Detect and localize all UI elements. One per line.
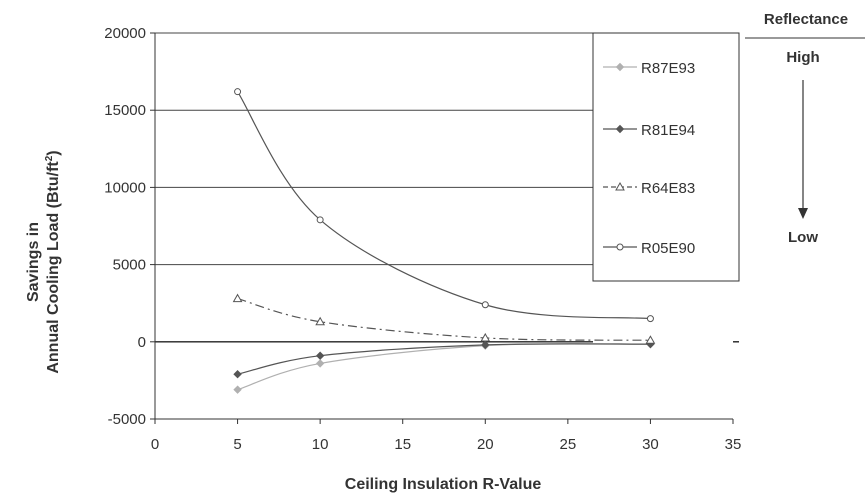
x-tick-label: 20 [477, 436, 494, 453]
y-tick-label: 10000 [104, 179, 146, 196]
legend: R87E93 R81E94 R64E83 R05E90 [592, 32, 740, 282]
data-point [234, 88, 242, 96]
x-tick-label: 10 [312, 436, 329, 453]
legend-label: R05E90 [641, 240, 695, 257]
y-axis-title-line2: Annual Cooling Load (Btu/ft2) [44, 150, 62, 373]
legend-box [592, 32, 740, 282]
legend-marker [615, 62, 625, 72]
reflectance-scale: Reflectance High Low [745, 11, 865, 246]
y-axis-title-line1: Savings in [25, 222, 42, 302]
data-point [315, 351, 325, 360]
y-tick-label: 20000 [104, 25, 146, 42]
series-line [237, 91, 651, 320]
legend-item-R64E83: R64E83 [603, 180, 695, 197]
x-tick-label: 15 [394, 436, 411, 453]
data-point [646, 315, 654, 323]
x-tick-label: 30 [642, 436, 659, 453]
series-R81E94 [233, 339, 655, 379]
y-axis-title: Savings in Annual Cooling Load (Btu/ft2) [25, 150, 62, 373]
legend-label: R64E83 [641, 180, 695, 197]
reflectance-title: Reflectance [764, 11, 848, 28]
series-layer [232, 88, 656, 394]
legend-item-R81E94: R81E94 [603, 122, 695, 139]
data-point [315, 359, 325, 368]
series-R87E93 [233, 339, 655, 394]
data-point [233, 370, 242, 379]
series-R64E83 [232, 293, 656, 344]
data-point [233, 385, 242, 394]
series-line [237, 297, 651, 341]
data-point [481, 340, 490, 350]
legend-marker [616, 243, 624, 251]
gridlines [155, 32, 739, 343]
series-line [237, 343, 651, 375]
data-point [480, 332, 491, 342]
x-tick-label: 35 [725, 436, 742, 453]
x-axis-title: Ceiling Insulation R-Value [345, 476, 542, 493]
y-tick-label: 5000 [113, 257, 146, 274]
legend-marker [615, 124, 625, 134]
reflectance-high-label: High [786, 49, 819, 66]
data-point [316, 216, 324, 224]
x-tick-label: 0 [151, 436, 159, 453]
data-point [232, 293, 243, 303]
series-R05E90 [234, 88, 654, 323]
y-tick-label: 15000 [104, 102, 146, 119]
y-tick-label: -5000 [108, 411, 146, 428]
tick-labels: -5000 0 5000 10000 15000 20000 0 5 10 15 20 25 30 35 [104, 25, 741, 453]
x-tick-label: 25 [560, 436, 577, 453]
legend-item-R05E90: R05E90 [603, 240, 695, 257]
data-point [481, 301, 489, 309]
y-tick-label: 0 [138, 334, 146, 351]
data-point [315, 316, 326, 326]
reflectance-arrow-head [798, 208, 808, 219]
axes [150, 32, 734, 424]
reflectance-low-label: Low [788, 229, 818, 246]
data-point [645, 335, 656, 344]
x-tick-label: 5 [233, 436, 241, 453]
legend-item-R87E93: R87E93 [603, 60, 695, 77]
legend-marker [615, 181, 625, 191]
series-line [237, 343, 651, 391]
legend-label: R81E94 [641, 122, 695, 139]
legend-label: R87E93 [641, 60, 695, 77]
